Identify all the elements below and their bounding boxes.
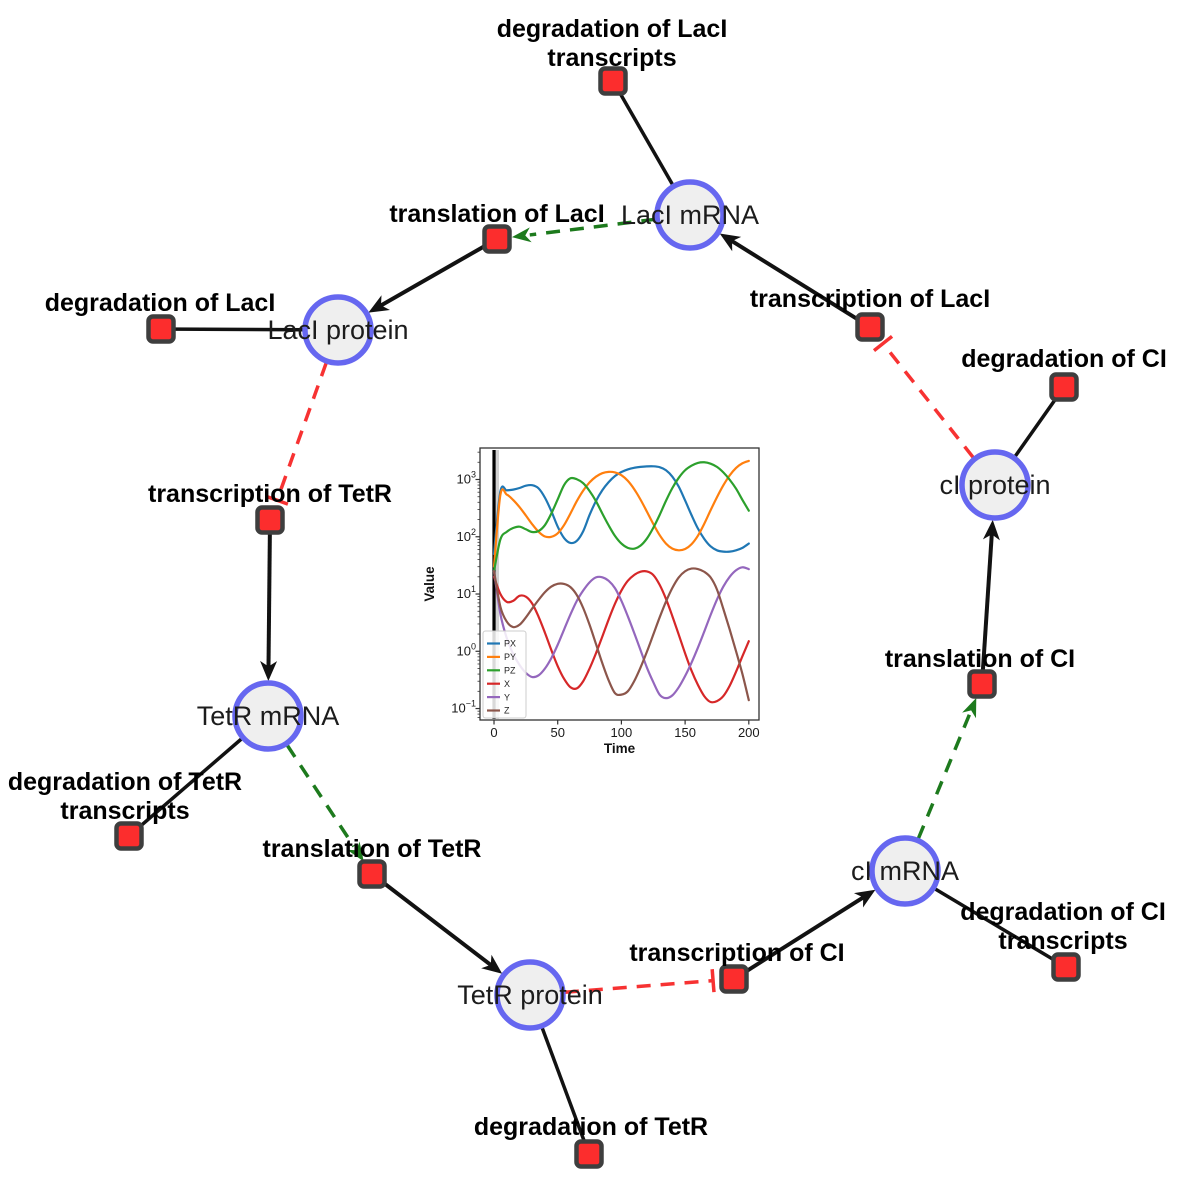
reaction-node-deg_laci_tr	[598, 66, 628, 96]
arrowhead-icon	[481, 954, 503, 974]
edge-catalysis-laci_mrna-to-transl_laci	[529, 217, 656, 237]
edge-inhibition-ci_protein-to-transcr_laci	[881, 342, 975, 459]
reaction-node-transl_ci	[967, 669, 997, 699]
arrowhead-icon	[368, 295, 390, 313]
catalysis-arrowhead-icon	[511, 227, 532, 243]
arrowhead-icon	[982, 519, 1000, 541]
x-tick-label: 50	[550, 725, 564, 740]
chart-series-X	[492, 570, 750, 704]
edge-production-transcr_tetr-to-tetr_mrna	[266, 533, 272, 669]
edge-consumption-tetr_protein-to-deg_tetr	[540, 1027, 586, 1142]
reaction-node-transl_laci	[482, 224, 512, 254]
inhibition-tbar-icon	[872, 334, 894, 352]
y-tick-label: 103	[457, 469, 476, 486]
edge-inhibition-laci_protein-to-transcr_tetr	[275, 362, 328, 501]
arrowhead-icon	[260, 660, 278, 682]
y-tick-label: 101	[457, 584, 476, 601]
catalysis-arrowhead-icon	[962, 697, 977, 719]
reaction-node-deg_laci	[146, 314, 176, 344]
edge-consumption-ci_mrna-to-deg_ci_tr	[934, 887, 1055, 962]
reaction-label-transcr_ci: transcription of CI	[629, 939, 844, 967]
reaction-node-transl_tetr	[357, 859, 387, 889]
reaction-label-deg_laci: degradation of LacI	[45, 289, 276, 317]
edges-layer	[138, 92, 1058, 1142]
edge-consumption-laci_mrna-to-deg_laci_tr	[618, 92, 675, 186]
y-axis-title: Value	[422, 566, 437, 602]
reaction-label-deg_ci: degradation of CI	[961, 345, 1167, 373]
species-node-tetr_protein	[494, 959, 566, 1031]
nodes-layer	[114, 66, 1081, 1169]
species-label-ci_mrna: cI mRNA	[851, 856, 959, 886]
chart-series-Y	[492, 566, 750, 700]
y-tick-label: 100	[457, 641, 476, 658]
chart-series-Z	[492, 567, 750, 702]
y-tick-label: 102	[457, 527, 476, 544]
edge-consumption-laci_protein-to-deg_laci	[174, 327, 304, 332]
x-tick-label: 150	[674, 725, 696, 740]
chart-series-PZ	[492, 461, 750, 573]
reaction-node-transcr_ci	[719, 964, 749, 994]
species-label-laci_protein: LacI protein	[267, 315, 408, 345]
labels-layer: LacI mRNA LacI protein TetR mRNA TetR prote…	[8, 15, 1167, 1141]
arrowhead-icon	[853, 889, 876, 908]
edge-consumption-ci_protein-to-deg_ci	[1013, 397, 1058, 458]
reaction-node-deg_ci	[1049, 372, 1079, 402]
legend-label-X: X	[504, 679, 510, 689]
species-node-ci_mrna	[869, 835, 941, 907]
x-tick-label: 0	[490, 725, 497, 740]
reaction-label-transl_tetr: translation of TetR	[263, 835, 482, 863]
edge-catalysis-ci_mrna-to-transl_ci	[916, 713, 972, 840]
species-label-laci_mrna: LacI mRNA	[621, 200, 759, 230]
reaction-node-deg_ci_tr	[1051, 952, 1081, 982]
edge-production-transcr_ci-to-ci_mrna	[744, 894, 866, 974]
edge-inhibition-tetr_protein-to-transcr_ci	[564, 978, 714, 995]
edge-catalysis-tetr_mrna-to-transl_tetr	[285, 744, 356, 848]
edge-production-transl_laci-to-laci_protein	[378, 244, 486, 308]
arrowhead-icon	[719, 233, 742, 252]
embedded-chart: 0 50 100 150 200 103 102 101 100 10−1 Time Value PX P…	[420, 432, 792, 764]
x-tick-label: 200	[738, 725, 760, 740]
reaction-label-deg_tetr_tr: degradation of TetR transcripts	[8, 768, 242, 825]
species-label-tetr_mrna: TetR mRNA	[197, 701, 340, 731]
species-node-ci_protein	[959, 449, 1031, 521]
edge-consumption-tetr_mrna-to-deg_tetr_tr	[138, 737, 243, 829]
legend-label-Y: Y	[504, 692, 510, 702]
legend-label-PZ: PZ	[504, 666, 516, 676]
chart-series-PX	[492, 465, 750, 556]
reaction-node-transcr_laci	[855, 312, 885, 342]
x-tick-label: 100	[611, 725, 633, 740]
chart-series-PY	[492, 459, 750, 568]
reaction-label-transl_ci: translation of CI	[885, 645, 1075, 673]
reaction-label-deg_ci_tr: degradation of CI transcripts	[960, 898, 1166, 955]
catalysis-arrowhead-icon	[347, 841, 364, 862]
reaction-label-transl_laci: translation of LacI	[389, 200, 604, 228]
legend-label-PY: PY	[504, 652, 516, 662]
y-tick-label: 10−1	[451, 699, 476, 716]
legend-label-Z: Z	[504, 706, 510, 716]
species-label-tetr_protein: TetR protein	[457, 980, 603, 1010]
reaction-label-deg_laci_tr: degradation of LacI transcripts	[497, 15, 728, 72]
legend-label-PX: PX	[504, 639, 516, 649]
edge-production-transl_tetr-to-tetr_protein	[381, 880, 494, 968]
species-node-laci_protein	[302, 294, 374, 366]
reaction-label-transcr_laci: transcription of LacI	[750, 285, 990, 313]
reaction-node-deg_tetr_tr	[114, 821, 144, 851]
inhibition-tbar-icon	[265, 494, 289, 506]
x-axis-title: Time	[604, 741, 636, 756]
edge-production-transl_ci-to-ci_protein	[980, 532, 994, 671]
reaction-label-transcr_tetr: transcription of TetR	[148, 480, 392, 508]
species-label-ci_protein: cI protein	[939, 470, 1050, 500]
reaction-node-deg_tetr	[574, 1139, 604, 1169]
species-node-laci_mrna	[654, 179, 726, 251]
reaction-node-transcr_tetr	[255, 505, 285, 535]
edge-production-transcr_laci-to-laci_mrna	[729, 238, 860, 322]
inhibition-tbar-icon	[710, 969, 716, 993]
reaction-label-deg_tetr: degradation of TetR	[474, 1113, 708, 1141]
species-node-tetr_mrna	[232, 680, 304, 752]
